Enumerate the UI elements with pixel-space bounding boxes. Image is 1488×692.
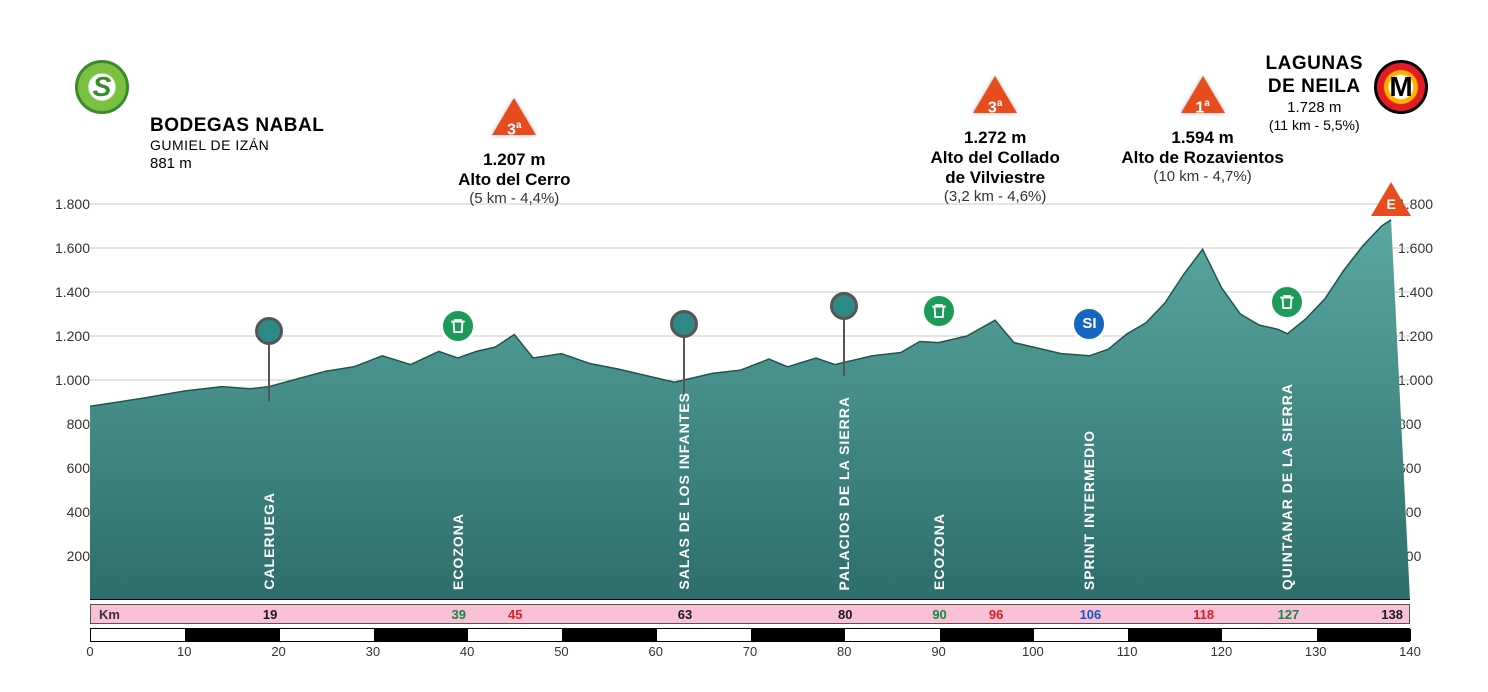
km-point: 45: [508, 607, 522, 622]
km-point: 39: [451, 607, 465, 622]
climb-label: 1.272 mAlto del Colladode Vilviestre(3,2…: [930, 128, 1059, 205]
ruler-tick: 90: [931, 644, 945, 659]
plot-area: CALERUEGAECOZONASALAS DE LOS INFANTESPAL…: [90, 160, 1410, 600]
y-tick: 1.800: [30, 196, 90, 212]
climb-label: 1.594 mAlto de Rozavientos(10 km - 4,7%): [1121, 128, 1283, 185]
km-point: 118: [1193, 607, 1214, 622]
markers-layer: SI E: [90, 160, 1410, 600]
category-text: 1a: [1195, 98, 1209, 117]
start-badge: S: [75, 60, 129, 114]
distance-ruler: [90, 628, 1410, 642]
km-point: 90: [932, 607, 946, 622]
ruler-tick: 40: [460, 644, 474, 659]
km-point: 19: [263, 607, 277, 622]
ruler-tick: 20: [271, 644, 285, 659]
y-tick: 600: [30, 460, 90, 476]
ruler-tick: 50: [554, 644, 568, 659]
ruler-tick: 100: [1022, 644, 1044, 659]
ruler-tick: 10: [177, 644, 191, 659]
start-elevation: 881 m: [150, 155, 324, 172]
ruler-tick: 80: [837, 644, 851, 659]
y-tick: 800: [30, 416, 90, 432]
final-climb-letter: E: [1386, 196, 1395, 212]
ecozone-badge: [1269, 284, 1305, 320]
ruler-tick: 130: [1305, 644, 1327, 659]
trash-icon: [449, 317, 467, 335]
elevation-profile-chart: 2004006008001.0001.2001.4001.6001.800 20…: [20, 20, 1468, 672]
ruler-segment: [374, 629, 468, 641]
ruler-tick: 120: [1211, 644, 1233, 659]
ruler-segment: [1317, 629, 1411, 641]
finish-badge-letter: M: [1389, 71, 1412, 103]
town-pin: [830, 292, 858, 376]
sprint-badge: SI: [1071, 306, 1107, 342]
category-text: 3a: [988, 98, 1002, 117]
ruler-tick: 70: [743, 644, 757, 659]
climb-label: 1.207 mAlto del Cerro(5 km - 4,4%): [458, 150, 570, 207]
km-bar-label: Km: [99, 607, 120, 622]
km-point: 63: [678, 607, 692, 622]
ecozone-badge: [440, 308, 476, 344]
finish-label: LAGUNASDE NEILA 1.728 m (11 km - 5,5%): [1266, 53, 1363, 133]
ruler-tick: 60: [648, 644, 662, 659]
finish-elevation: 1.728 m: [1266, 99, 1363, 117]
y-tick: 400: [30, 504, 90, 520]
ruler-tick: 140: [1399, 644, 1421, 659]
ruler-tick: 0: [86, 644, 93, 659]
trash-icon: [930, 302, 948, 320]
y-tick: 1.400: [30, 284, 90, 300]
km-point: 127: [1278, 607, 1300, 622]
km-point: 106: [1080, 607, 1102, 622]
y-axis-left: 200 400 600 800 1.000 1.200 1.400 1.600 1.800: [30, 160, 90, 600]
trash-icon: [1278, 293, 1296, 311]
start-title: BODEGAS NABAL: [150, 115, 324, 137]
y-tick: 1.200: [30, 328, 90, 344]
ecozone-badge: [921, 293, 957, 329]
town-pin: [255, 317, 283, 401]
km-point: 138: [1381, 607, 1403, 622]
category-text: 3a: [507, 120, 521, 139]
y-tick: 200: [30, 548, 90, 564]
start-subtitle: GUMIEL DE IZÁN: [150, 137, 324, 153]
km-point: 80: [838, 607, 852, 622]
finish-title: LAGUNASDE NEILA: [1266, 53, 1363, 99]
ruler-segment: [1128, 629, 1222, 641]
ruler-segment: [562, 629, 656, 641]
finish-badge: M: [1374, 60, 1428, 114]
y-tick: 1.000: [30, 372, 90, 388]
km-bar: Km 19 39 45 63 80 90 96 106 118 127 138: [90, 604, 1410, 624]
ruler-tick: 30: [366, 644, 380, 659]
ruler-segment: [185, 629, 279, 641]
y-tick: 1.600: [30, 240, 90, 256]
km-point: 96: [989, 607, 1003, 622]
ruler-tick: 110: [1117, 644, 1138, 659]
start-label: BODEGAS NABAL GUMIEL DE IZÁN 881 m: [150, 115, 324, 172]
ruler-segment: [940, 629, 1034, 641]
ruler-segment: [751, 629, 845, 641]
town-pin: [670, 310, 698, 394]
start-badge-letter: S: [93, 71, 112, 103]
